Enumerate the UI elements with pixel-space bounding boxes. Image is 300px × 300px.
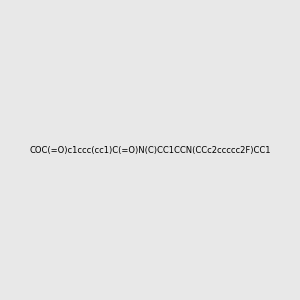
Text: COC(=O)c1ccc(cc1)C(=O)N(C)CC1CCN(CCc2ccccc2F)CC1: COC(=O)c1ccc(cc1)C(=O)N(C)CC1CCN(CCc2ccc… [29, 146, 271, 154]
